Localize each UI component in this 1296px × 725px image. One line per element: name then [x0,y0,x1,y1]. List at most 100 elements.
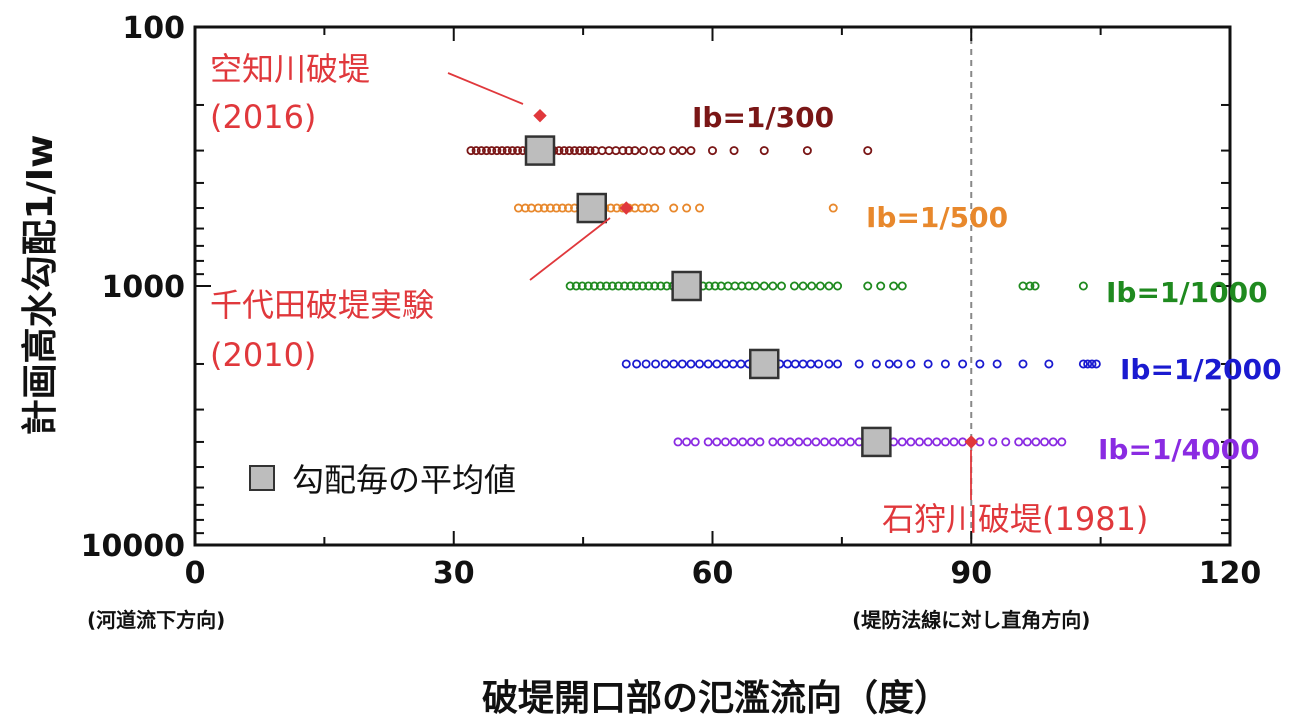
data-point [565,281,575,291]
y-tick-label: 100 [122,11,185,46]
average-marker [749,348,780,380]
data-point [785,437,795,447]
data-point [585,146,595,156]
data-point [932,437,942,447]
data-point [940,437,950,447]
data-point [595,281,605,291]
data-point [828,203,838,213]
event-marker [619,201,633,215]
data-point [824,359,834,369]
event-leader-line [447,72,524,105]
data-point [476,146,486,156]
data-point [863,281,873,291]
data-point [686,146,696,156]
data-point [682,203,692,213]
data-point [906,437,916,447]
data-point [695,203,705,213]
labels-layer: 0 30 60 90 120 (河道流下方向) (堤防法線に対し直角方向) 100 1000 10… [81,11,1282,632]
data-point [669,203,679,213]
data-point [915,437,925,447]
data-point [690,437,700,447]
data-point [768,437,778,447]
data-point [497,146,507,156]
data-point [802,437,812,447]
data-point [759,281,769,291]
x-tick-label: 0 [185,556,206,591]
data-point [695,359,705,369]
data-point [729,437,739,447]
data-point [824,281,834,291]
data-point [992,359,1002,369]
data-point [798,281,808,291]
data-point [1001,437,1011,447]
data-point [583,281,593,291]
data-point [777,437,787,447]
data-point [897,281,907,291]
data-point [601,281,611,291]
data-point [570,146,580,156]
legend-label: 勾配毎の平均値 [292,461,516,499]
data-point [703,359,713,369]
data-point [1040,437,1050,447]
data-point [650,203,660,213]
data-point [798,359,808,369]
data-point [533,203,543,213]
data-point [949,437,959,447]
data-point [502,146,512,156]
data-point [669,359,679,369]
data-point [815,281,825,291]
y-axis-title: 計画高水勾配1/Iw [20,135,61,436]
data-point [1083,359,1093,369]
data-point [638,281,648,291]
data-point [794,437,804,447]
data-point [1044,359,1054,369]
data-point [837,437,847,447]
data-point [639,146,649,156]
data-point [559,146,569,156]
legend: 勾配毎の平均値 [249,461,516,499]
data-point [1025,281,1035,291]
data-point [613,281,623,291]
events-layer [447,72,978,500]
average-marker [524,135,556,166]
data-point [686,359,696,369]
data-point [728,359,738,369]
data-point [660,359,670,369]
data-point [571,281,581,291]
series-label: Ib=1/1000 [1106,276,1268,309]
series-label: Ib=1/500 [866,201,1008,234]
data-point [814,359,824,369]
event-label: 千代田破堤実験 [210,286,434,324]
data-point [632,281,642,291]
data-point [712,437,722,447]
data-point [589,281,599,291]
data-point [751,281,761,291]
x-tick-label: 30 [433,556,475,591]
data-point [876,281,886,291]
data-point [513,146,523,156]
data-point [893,359,903,369]
average-marker [576,192,607,224]
event-label-year: (2010) [210,336,316,374]
data-point [507,146,517,156]
data-point [580,146,590,156]
data-point [710,281,720,291]
y-tick-label: 10000 [81,529,185,564]
data-point [704,281,714,291]
x-tick-label: 120 [1199,556,1262,591]
legend-square-icon [249,465,275,491]
data-point [637,203,647,213]
data-point [641,359,651,369]
data-point [677,146,687,156]
data-point [577,281,587,291]
data-point [889,281,899,291]
data-point [871,359,881,369]
data-point [487,146,497,156]
data-point [656,281,666,291]
data-point [854,359,864,369]
data-point [554,146,564,156]
data-point [768,281,778,291]
average-marker [671,270,702,302]
data-point [846,437,856,447]
